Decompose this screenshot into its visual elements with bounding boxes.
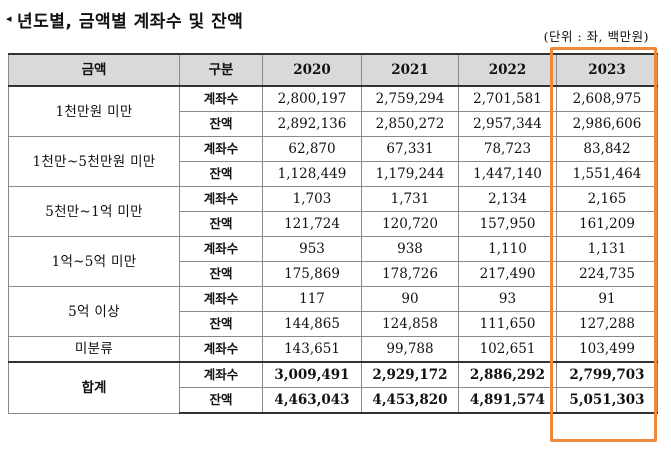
- amount-category-cell: 합계: [8, 361, 180, 414]
- title-text: 년도별, 금액별 계좌수 및 잔액: [17, 11, 244, 32]
- value-cell-2023: 2,165: [556, 186, 658, 212]
- header-amount: 금액: [8, 53, 180, 87]
- header-year-2023: 2023: [556, 53, 658, 87]
- amount-category-cell: 1천만원 미만: [8, 85, 180, 137]
- row-type-cell: 계좌수: [179, 236, 263, 262]
- value-cell-2022: 2,701,581: [458, 85, 557, 112]
- value-cell-2020: 2,800,197: [262, 85, 362, 112]
- value-cell-2021: 2,929,172: [361, 361, 459, 388]
- triangle-marker-icon: ◂: [6, 11, 13, 25]
- table-row: 잔액 175,869 178,726 217,490 224,735: [9, 261, 658, 287]
- value-cell-2023: 2,986,606: [556, 111, 658, 137]
- value-cell-2022: 111,650: [458, 311, 557, 337]
- value-cell-2022: 2,134: [458, 186, 557, 212]
- table-row: 합계 계좌수 3,009,491 2,929,172 2,886,292 2,799,70…: [8, 361, 658, 414]
- row-type-cell: 잔액: [179, 261, 263, 287]
- row-type-cell: 잔액: [179, 311, 263, 337]
- table-header-row: 금액 구분 2020 2021 2022 2023: [8, 53, 658, 87]
- value-cell-2021: 2,850,272: [361, 111, 459, 137]
- value-cell-2023: 91: [556, 286, 658, 312]
- value-cell-2023: 161,209: [556, 211, 658, 237]
- amount-category-cell: 5억 이상: [8, 286, 180, 337]
- row-type-cell: 계좌수: [179, 186, 263, 212]
- value-cell-2023: 83,842: [556, 136, 658, 162]
- amount-category-cell: 미분류: [8, 336, 180, 363]
- amount-category-cell: 1억~5억 미만: [8, 236, 180, 287]
- unit-note: (단위 : 좌, 백만원): [543, 29, 649, 44]
- table-row: 5천만~1억 미만 계좌수 1,703 1,731 2,134 2,165: [8, 186, 658, 237]
- value-cell-2023: 224,735: [556, 261, 658, 287]
- value-cell-2022: 1,110: [458, 236, 557, 262]
- row-type-cell: 잔액: [179, 111, 263, 137]
- value-cell-2021: 2,759,294: [361, 85, 459, 112]
- value-cell-2020: 953: [262, 236, 362, 262]
- value-cell-2020: 4,463,043: [262, 387, 362, 414]
- value-cell-2020: 62,870: [262, 136, 362, 162]
- table-row: 잔액 1,128,449 1,179,244 1,447,140 1,551,464: [9, 161, 658, 187]
- value-cell-2020: 175,869: [262, 261, 362, 287]
- row-type-cell: 잔액: [179, 161, 263, 187]
- value-cell-2021: 1,731: [361, 186, 459, 212]
- table-row: 1억~5억 미만 계좌수 953 938 1,110 1,131: [8, 236, 658, 287]
- data-table: 금액 구분 2020 2021 2022 2023 1천만원 미만 계좌수 2,80…: [8, 53, 658, 414]
- value-cell-2021: 90: [361, 286, 459, 312]
- row-type-cell: 계좌수: [179, 336, 263, 363]
- value-cell-2022: 93: [458, 286, 557, 312]
- header-year-2021: 2021: [361, 53, 459, 87]
- header-year-2022: 2022: [458, 53, 557, 87]
- amount-category-cell: 1천만~5천만원 미만: [8, 136, 180, 187]
- value-cell-2022: 157,950: [458, 211, 557, 237]
- table-row: 1천만~5천만원 미만 계좌수 62,870 67,331 78,723 83,842: [8, 136, 658, 187]
- table-row: 잔액 4,463,043 4,453,820 4,891,574 5,051,303: [9, 387, 658, 414]
- row-type-cell: 계좌수: [179, 85, 263, 112]
- value-cell-2023: 127,288: [556, 311, 658, 337]
- amount-category-cell: 5천만~1억 미만: [8, 186, 180, 237]
- table-row: 미분류 계좌수 143,651 99,788 102,651 103,499: [8, 336, 658, 363]
- value-cell-2020: 121,724: [262, 211, 362, 237]
- value-cell-2022: 217,490: [458, 261, 557, 287]
- table-row: 1천만원 미만 계좌수 2,800,197 2,759,294 2,701,581 2,6…: [8, 85, 658, 137]
- table-row: 5억 이상 계좌수 117 90 93 91: [8, 286, 658, 337]
- value-cell-2023: 2,608,975: [556, 85, 658, 112]
- value-cell-2021: 120,720: [361, 211, 459, 237]
- value-cell-2020: 3,009,491: [262, 361, 362, 388]
- table-row: 잔액 144,865 124,858 111,650 127,288: [9, 311, 658, 337]
- value-cell-2021: 938: [361, 236, 459, 262]
- table-row: 잔액 2,892,136 2,850,272 2,957,344 2,986,606: [9, 111, 658, 137]
- table-body: 1천만원 미만 계좌수 2,800,197 2,759,294 2,701,581 2,6…: [8, 85, 658, 414]
- value-cell-2021: 4,453,820: [361, 387, 459, 414]
- value-cell-2023: 2,799,703: [556, 361, 658, 388]
- page-title: ◂ 년도별, 금액별 계좌수 및 잔액: [6, 6, 243, 32]
- table-row: 잔액 121,724 120,720 157,950 161,209: [9, 211, 658, 237]
- value-cell-2021: 124,858: [361, 311, 459, 337]
- value-cell-2022: 2,886,292: [458, 361, 557, 388]
- row-type-cell: 계좌수: [179, 136, 263, 162]
- row-type-cell: 잔액: [179, 211, 263, 237]
- row-type-cell: 계좌수: [179, 361, 263, 388]
- value-cell-2020: 143,651: [262, 336, 362, 363]
- value-cell-2020: 1,703: [262, 186, 362, 212]
- value-cell-2022: 78,723: [458, 136, 557, 162]
- value-cell-2023: 1,551,464: [556, 161, 658, 187]
- value-cell-2021: 178,726: [361, 261, 459, 287]
- value-cell-2023: 5,051,303: [556, 387, 658, 414]
- value-cell-2020: 2,892,136: [262, 111, 362, 137]
- value-cell-2021: 67,331: [361, 136, 459, 162]
- header-category: 구분: [179, 53, 263, 87]
- value-cell-2022: 1,447,140: [458, 161, 557, 187]
- value-cell-2023: 103,499: [556, 336, 658, 363]
- value-cell-2020: 144,865: [262, 311, 362, 337]
- row-type-cell: 계좌수: [179, 286, 263, 312]
- value-cell-2023: 1,131: [556, 236, 658, 262]
- value-cell-2022: 102,651: [458, 336, 557, 363]
- row-type-cell: 잔액: [179, 387, 263, 414]
- value-cell-2022: 4,891,574: [458, 387, 557, 414]
- header-year-2020: 2020: [262, 53, 362, 87]
- value-cell-2021: 99,788: [361, 336, 459, 363]
- value-cell-2020: 1,128,449: [262, 161, 362, 187]
- value-cell-2020: 117: [262, 286, 362, 312]
- value-cell-2022: 2,957,344: [458, 111, 557, 137]
- value-cell-2021: 1,179,244: [361, 161, 459, 187]
